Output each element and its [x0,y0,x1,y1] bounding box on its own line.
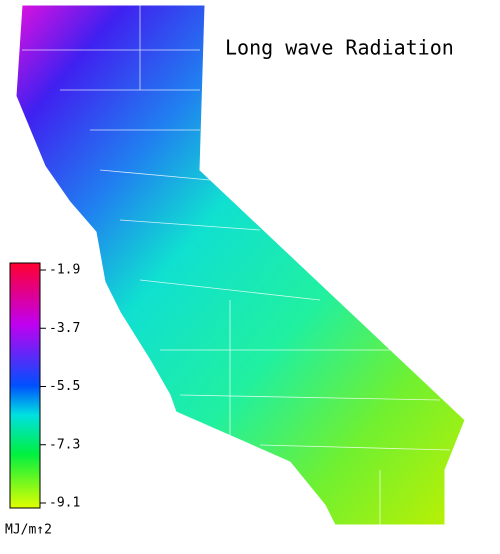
california-map [15,4,466,526]
county-lines [22,5,451,525]
colorbar-unit: MJ/m↑2 [5,523,52,538]
colorbar [9,262,41,509]
colorbar-tick-label: -7.3 [49,437,80,452]
colorbar-tick-label: -3.7 [49,321,80,336]
colorbar-tick-label: -1.9 [49,263,80,278]
map-title: Long wave Radiation [225,36,454,60]
colorbar-tick-label: -5.5 [49,379,80,394]
colorbar-tick-label: -9.1 [49,496,80,511]
